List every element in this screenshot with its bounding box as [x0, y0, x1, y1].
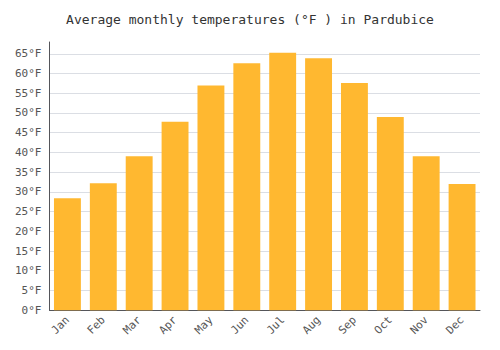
svg-text:50°F: 50°F	[15, 106, 42, 119]
svg-text:Feb: Feb	[85, 314, 108, 337]
svg-text:Apr: Apr	[156, 313, 179, 336]
svg-text:10°F: 10°F	[15, 264, 42, 277]
svg-text:20°F: 20°F	[15, 225, 42, 238]
svg-text:Oct: Oct	[372, 314, 395, 337]
svg-text:55°F: 55°F	[15, 87, 42, 100]
svg-text:65°F: 65°F	[15, 47, 42, 60]
svg-text:0°F: 0°F	[22, 304, 42, 317]
svg-text:May: May	[192, 313, 215, 336]
svg-text:Jun: Jun	[228, 314, 251, 337]
svg-text:Mar: Mar	[121, 313, 144, 336]
svg-text:60°F: 60°F	[15, 67, 42, 80]
svg-text:Dec: Dec	[443, 314, 466, 337]
svg-text:15°F: 15°F	[15, 245, 42, 258]
svg-text:25°F: 25°F	[15, 205, 42, 218]
svg-text:40°F: 40°F	[15, 146, 42, 159]
svg-text:Nov: Nov	[408, 313, 431, 336]
svg-text:5°F: 5°F	[22, 284, 42, 297]
svg-text:30°F: 30°F	[15, 185, 42, 198]
svg-text:45°F: 45°F	[15, 126, 42, 139]
svg-text:Average monthly temperatures (: Average monthly temperatures (°F ) in Pa…	[66, 12, 434, 27]
svg-text:35°F: 35°F	[15, 166, 42, 179]
svg-text:Jan: Jan	[49, 314, 72, 337]
svg-text:Jul: Jul	[264, 314, 287, 337]
svg-text:Sep: Sep	[336, 314, 359, 337]
svg-text:Aug: Aug	[300, 314, 323, 337]
